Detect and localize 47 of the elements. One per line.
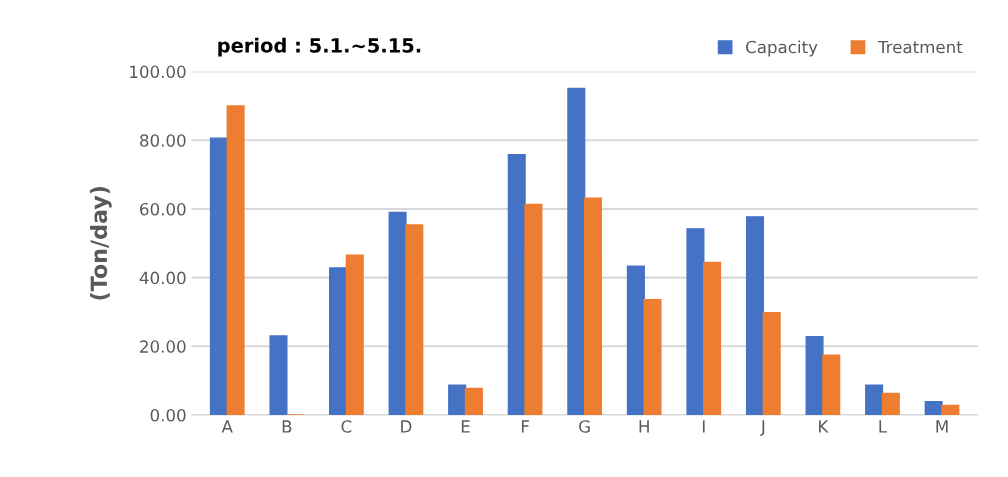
- x-tick-label: G: [579, 420, 590, 433]
- legend-label: Treatment: [877, 40, 963, 54]
- x-tick-label: B: [282, 420, 292, 433]
- bar: [924, 400, 943, 415]
- bar: [822, 354, 841, 415]
- bar: [941, 404, 960, 415]
- x-tick-label: M: [936, 420, 948, 433]
- x-tick-label: L: [879, 420, 888, 433]
- bar: [269, 335, 288, 415]
- chart-title: period : 5.1.~5.15.: [218, 37, 421, 57]
- x-tick-label: A: [221, 420, 233, 433]
- bar: [703, 261, 722, 415]
- x-tick-label: H: [639, 420, 649, 433]
- bar: [507, 153, 526, 415]
- bar: [329, 267, 348, 415]
- bar: [464, 387, 483, 415]
- bar: [626, 265, 645, 415]
- legend-label: Capacity: [746, 40, 818, 57]
- x-tick-label: K: [819, 420, 829, 433]
- y-tick-label: 100.00: [130, 65, 186, 79]
- bar: [226, 105, 245, 415]
- y-tick-label: 0.00: [150, 408, 186, 422]
- bar: [881, 392, 900, 415]
- bar: [583, 197, 603, 415]
- bar: [448, 384, 467, 415]
- bar: [745, 216, 765, 415]
- x-tick-label: I: [702, 420, 705, 433]
- bar: [805, 335, 824, 415]
- bar: [865, 384, 884, 415]
- bar: [762, 311, 781, 415]
- bar: [643, 298, 662, 415]
- bar: [209, 137, 228, 415]
- y-axis-title: (Ton/day): [89, 186, 112, 300]
- x-tick-label: J: [760, 420, 765, 436]
- x-tick-label: F: [521, 420, 529, 433]
- y-tick-label: 20.00: [140, 340, 186, 353]
- x-tick-label: D: [401, 420, 412, 433]
- bar: [524, 203, 543, 415]
- x-tick-label: E: [461, 420, 470, 433]
- bar: [405, 224, 424, 415]
- y-tick-label: 40.00: [139, 271, 186, 285]
- y-tick-label: 80.00: [140, 134, 186, 147]
- bar: [345, 254, 364, 415]
- bar: [686, 228, 705, 415]
- x-tick-label: C: [341, 420, 352, 433]
- bar: [567, 87, 586, 415]
- y-tick-label: 60.00: [140, 202, 186, 216]
